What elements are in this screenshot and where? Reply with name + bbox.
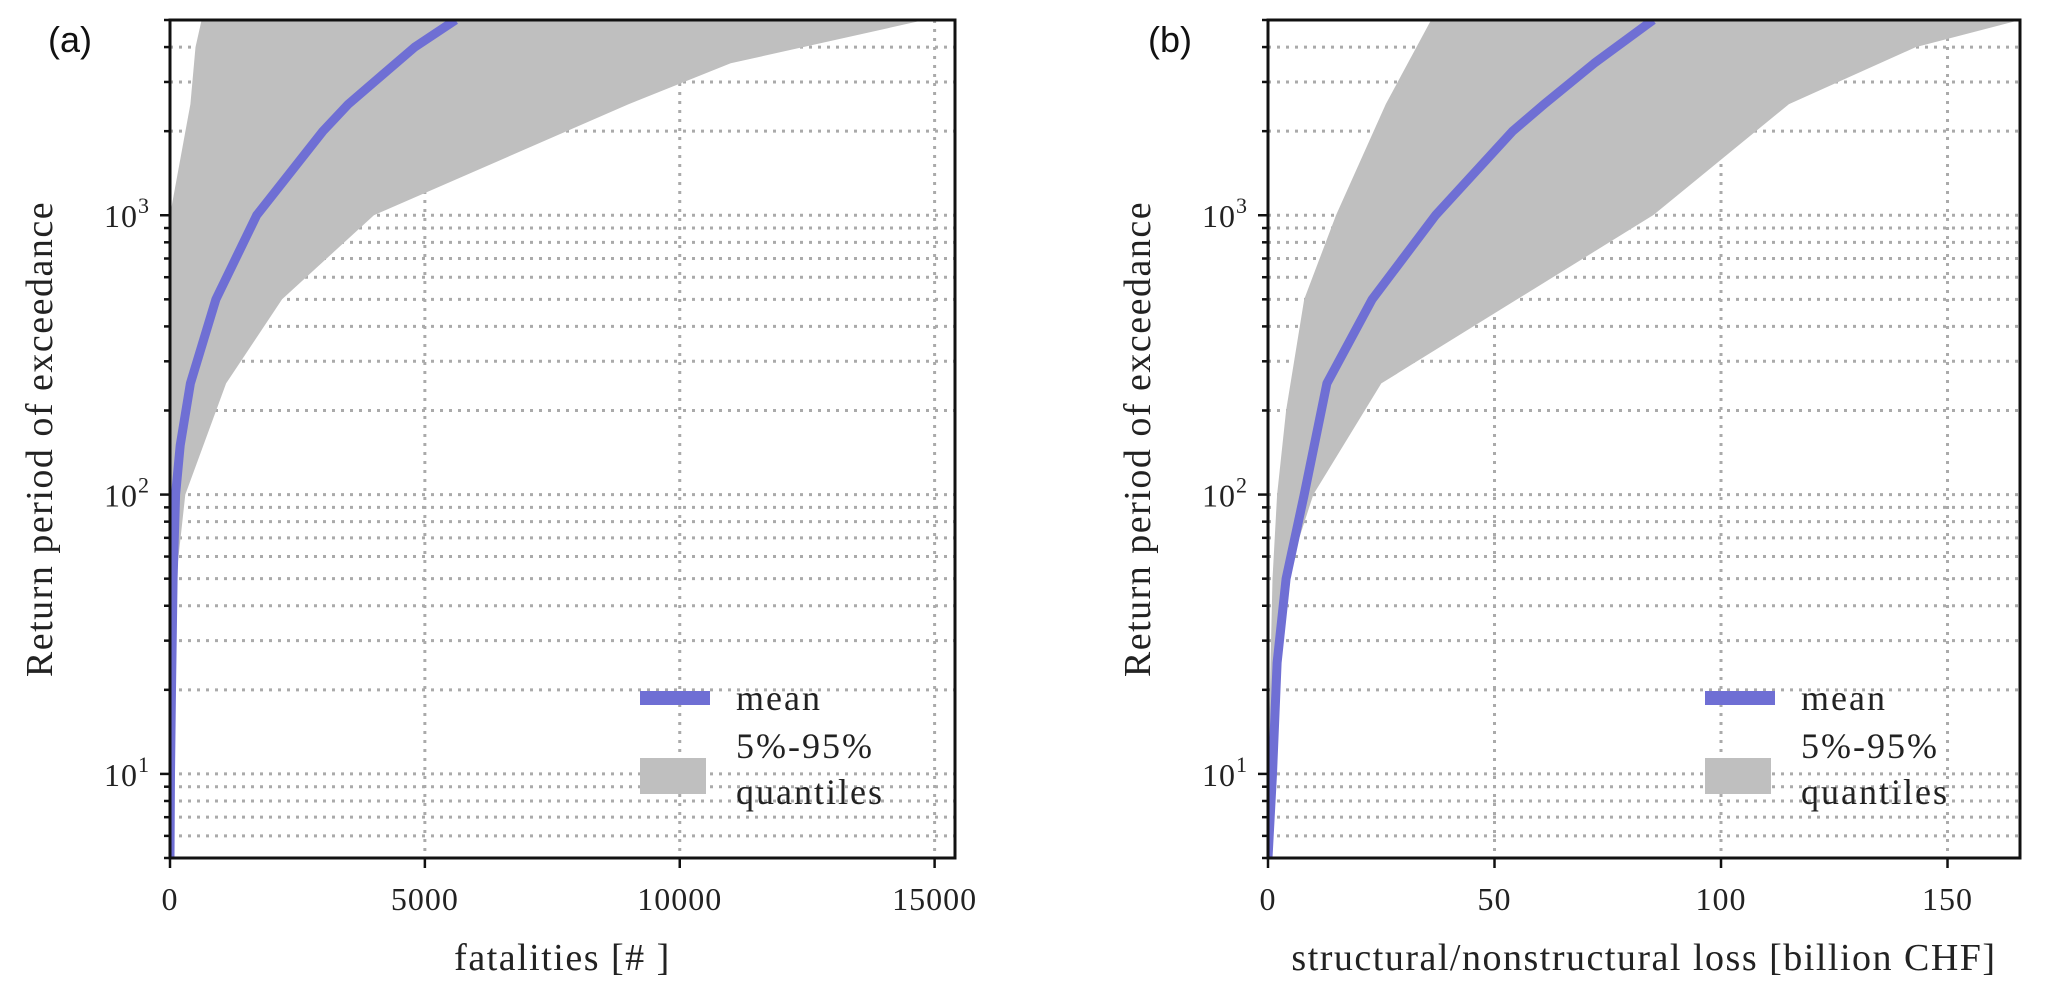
legend-mean-label: mean [736, 678, 822, 718]
legend-band-label-line2: quantiles [736, 772, 884, 812]
legend-band-label-line2: quantiles [1801, 772, 1949, 812]
x-tick-label: 50 [1478, 881, 1512, 917]
chart-panel-b: 0 50 100 150101102103structural/nonstructur… [1117, 18, 2022, 979]
y-tick-label: 102 [1202, 473, 1248, 514]
y-tick-base: 10 [1202, 757, 1236, 793]
panel-label: (a) [48, 19, 92, 60]
x-tick-label: 100 [1696, 881, 1747, 917]
y-tick-exponent: 2 [1236, 473, 1248, 498]
mean-line [1268, 20, 1656, 858]
y-tick-label: 103 [1202, 193, 1248, 234]
y-tick-base: 10 [104, 198, 138, 234]
legend-mean-label: mean [1801, 678, 1887, 718]
legend-band-swatch [1705, 758, 1771, 794]
x-axis-title: structural/nonstructural loss [billion C… [1291, 937, 1996, 979]
panel-label: (b) [1148, 19, 1192, 60]
x-axis-title: fatalities [# ] [454, 937, 671, 979]
x-tick-label: 150 [1922, 881, 1973, 917]
y-tick-label: 102 [104, 473, 150, 514]
legend-band-label-line1: 5%-95% [736, 726, 874, 766]
x-tick-label: 0 [1260, 881, 1277, 917]
x-tick-label: 15000 [892, 881, 977, 917]
x-tick-label: 0 [162, 881, 179, 917]
y-axis-title: Return period of exceedance [19, 201, 61, 677]
y-tick-exponent: 3 [1236, 193, 1248, 218]
quantile-band [170, 20, 925, 858]
y-tick-exponent: 1 [138, 752, 150, 777]
y-tick-exponent: 2 [138, 473, 150, 498]
legend-band-swatch [640, 758, 706, 794]
y-tick-label: 101 [104, 752, 150, 793]
y-axis-title: Return period of exceedance [1117, 201, 1159, 677]
y-tick-base: 10 [1202, 198, 1236, 234]
y-tick-base: 10 [1202, 478, 1236, 514]
plot-frame [168, 18, 957, 860]
y-tick-exponent: 1 [1236, 752, 1248, 777]
legend-band-label-line1: 5%-95% [1801, 726, 1939, 766]
quantile-band [1268, 20, 2020, 858]
x-tick-label: 10000 [637, 881, 722, 917]
y-tick-base: 10 [104, 757, 138, 793]
plot-frame [1266, 18, 2022, 860]
y-tick-base: 10 [104, 478, 138, 514]
x-tick-label: 5000 [391, 881, 459, 917]
y-tick-label: 103 [104, 193, 150, 234]
y-tick-label: 101 [1202, 752, 1248, 793]
y-tick-exponent: 3 [138, 193, 150, 218]
